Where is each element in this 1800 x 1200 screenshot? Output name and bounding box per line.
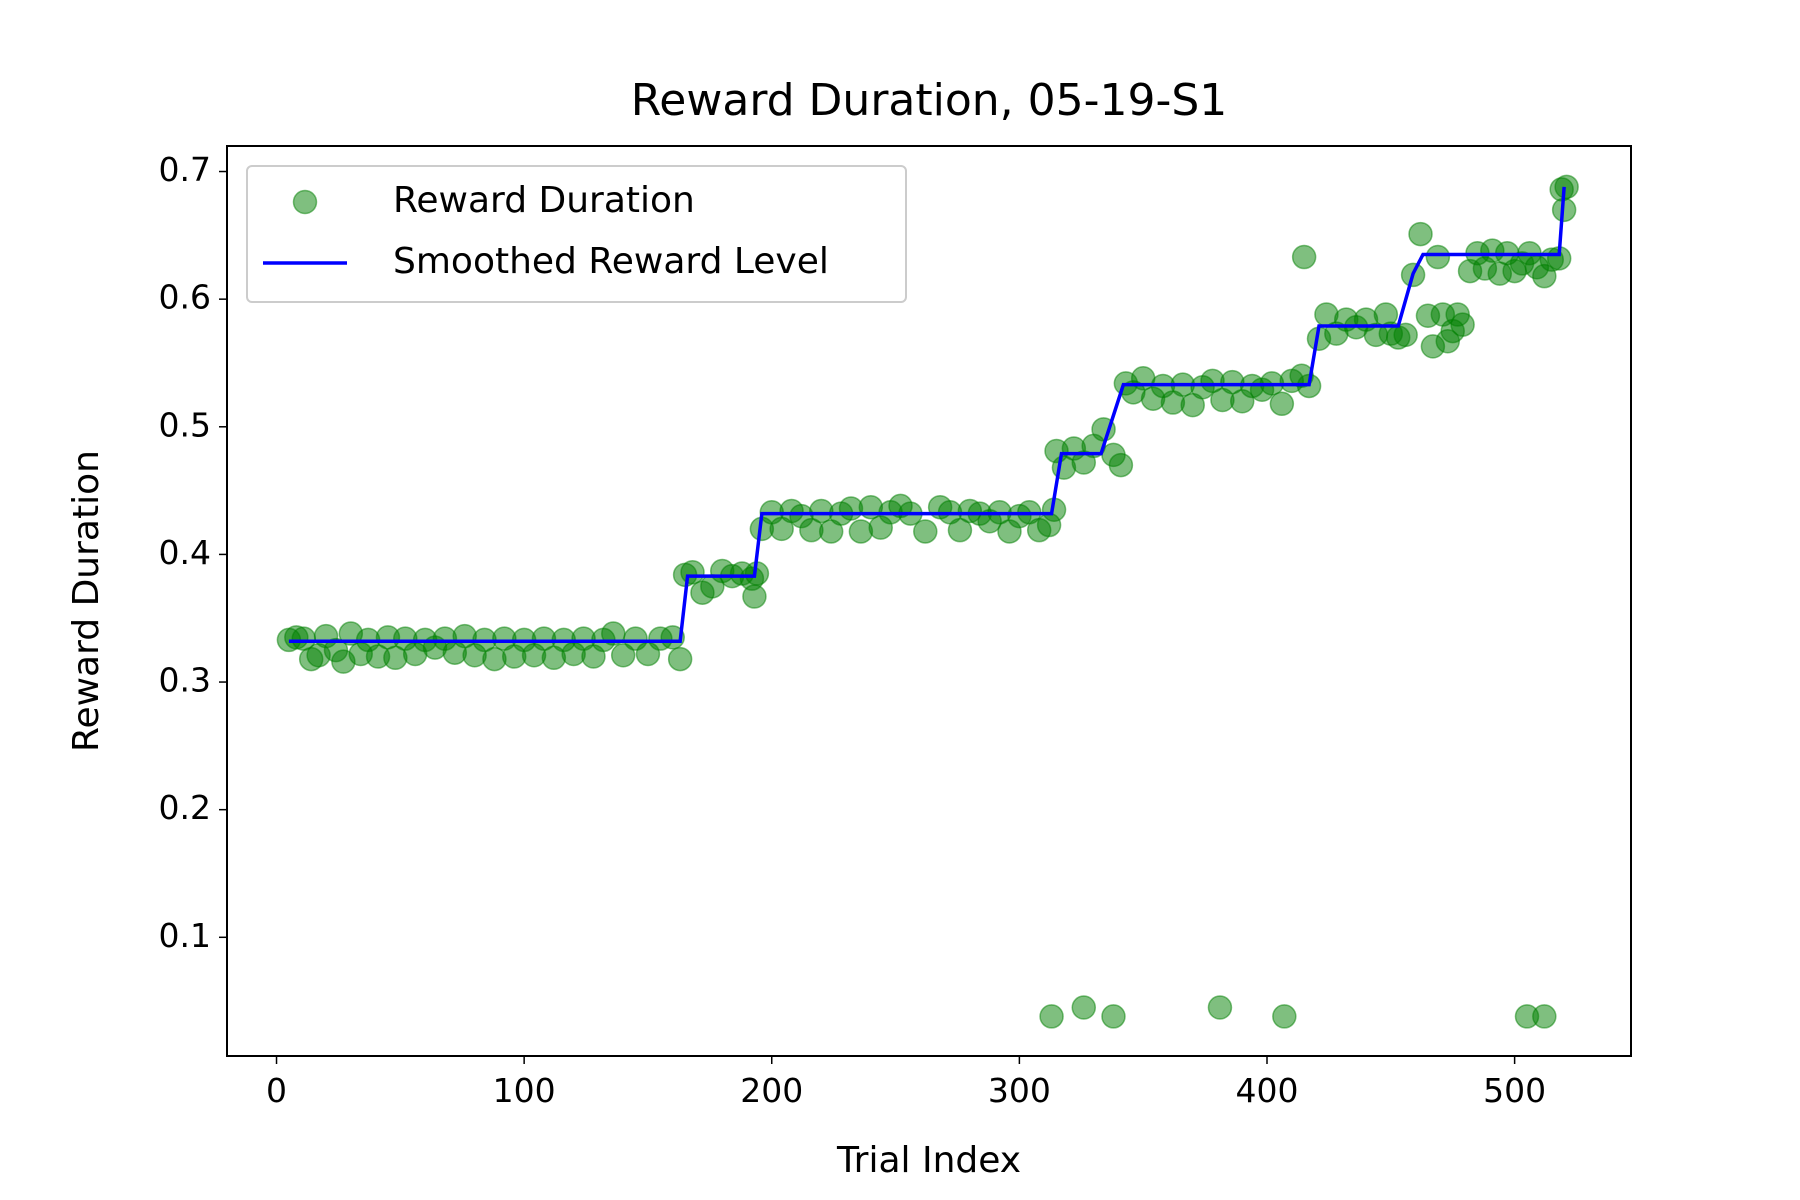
x-tick-label: 0 [266, 1071, 287, 1110]
legend: Reward Duration Smoothed Reward Level [246, 165, 907, 303]
data-point [1408, 221, 1433, 247]
data-point [1039, 1004, 1064, 1029]
data-point [1532, 1004, 1557, 1029]
y-tick-label: 0.7 [159, 150, 211, 189]
y-tick-label: 0.2 [159, 788, 211, 827]
x-tick-label: 500 [1483, 1071, 1546, 1110]
data-point [947, 517, 973, 543]
data-point [1269, 391, 1295, 417]
y-tick-label: 0.3 [159, 661, 211, 700]
data-point [742, 584, 767, 609]
data-point [913, 519, 938, 544]
x-tick-label: 100 [493, 1071, 556, 1110]
legend-box [246, 165, 907, 303]
x-axis-label: Trial Index [836, 1140, 1021, 1181]
y-tick-label: 0.1 [159, 916, 211, 955]
y-tick-label: 0.6 [159, 278, 211, 317]
data-point [1101, 1004, 1126, 1029]
data-point [1272, 1004, 1297, 1029]
x-tick-label: 400 [1236, 1071, 1299, 1110]
data-point [1108, 452, 1134, 478]
data-point [1450, 312, 1475, 337]
y-axis-label: Reward Duration [66, 450, 107, 752]
y-tick-label: 0.5 [159, 405, 211, 444]
data-point [1207, 995, 1233, 1020]
data-point [1291, 244, 1317, 270]
data-point [610, 642, 636, 668]
data-point [667, 646, 693, 672]
legend-label: Reward Duration [393, 180, 695, 221]
data-point [1071, 995, 1097, 1020]
line [288, 186, 1566, 643]
data-point [680, 560, 705, 585]
data-point [1425, 244, 1451, 270]
x-tick-label: 300 [988, 1071, 1051, 1110]
legend-marker [292, 189, 318, 215]
y-tick-label: 0.4 [159, 533, 211, 572]
data-point [848, 519, 874, 544]
x-tick-label: 200 [740, 1071, 803, 1110]
chart-title: Reward Duration, 05-19-S1 [631, 75, 1228, 126]
data-point [1393, 322, 1418, 348]
data-point [1554, 174, 1579, 200]
plot-frame [226, 145, 1632, 1057]
data-point [660, 625, 685, 650]
legend-label: Smoothed Reward Level [393, 241, 829, 282]
